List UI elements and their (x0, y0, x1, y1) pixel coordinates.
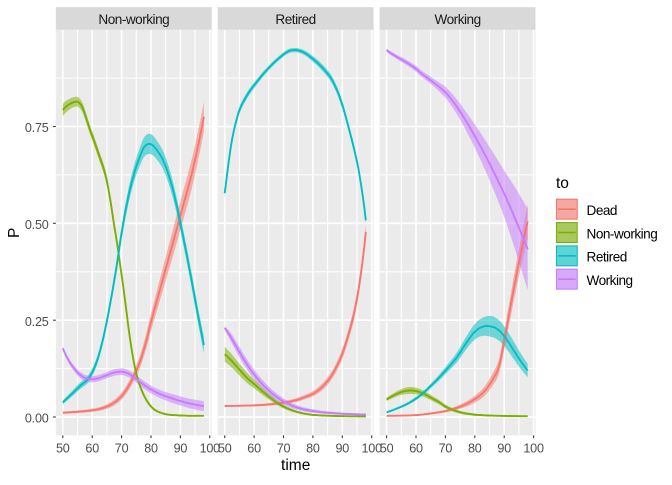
svg-text:80: 80 (144, 441, 158, 455)
svg-text:Working: Working (587, 273, 633, 288)
svg-text:Dead: Dead (587, 203, 618, 218)
svg-text:100: 100 (200, 441, 221, 455)
svg-text:90: 90 (174, 441, 188, 455)
svg-text:80: 80 (468, 441, 482, 455)
svg-text:Non-working: Non-working (98, 12, 169, 27)
svg-text:80: 80 (306, 441, 320, 455)
svg-text:0.50: 0.50 (25, 218, 49, 232)
svg-text:90: 90 (497, 441, 511, 455)
svg-text:Retired: Retired (587, 250, 627, 265)
svg-text:70: 70 (439, 441, 453, 455)
svg-text:60: 60 (409, 441, 423, 455)
svg-text:Working: Working (435, 12, 481, 27)
svg-text:P: P (6, 228, 23, 238)
svg-text:100: 100 (523, 441, 544, 455)
svg-text:70: 70 (115, 441, 129, 455)
svg-text:90: 90 (335, 441, 349, 455)
svg-text:100: 100 (361, 441, 382, 455)
svg-text:Non-working: Non-working (587, 226, 658, 241)
svg-text:to: to (556, 175, 569, 192)
svg-text:0.25: 0.25 (25, 315, 49, 329)
svg-text:60: 60 (247, 441, 261, 455)
svg-text:50: 50 (380, 441, 394, 455)
svg-text:60: 60 (85, 441, 99, 455)
svg-text:time: time (281, 457, 310, 474)
svg-text:70: 70 (277, 441, 291, 455)
svg-text:50: 50 (218, 441, 232, 455)
svg-text:Retired: Retired (275, 12, 315, 27)
svg-text:50: 50 (56, 441, 70, 455)
svg-text:0.00: 0.00 (25, 412, 49, 426)
svg-text:0.75: 0.75 (25, 121, 49, 135)
